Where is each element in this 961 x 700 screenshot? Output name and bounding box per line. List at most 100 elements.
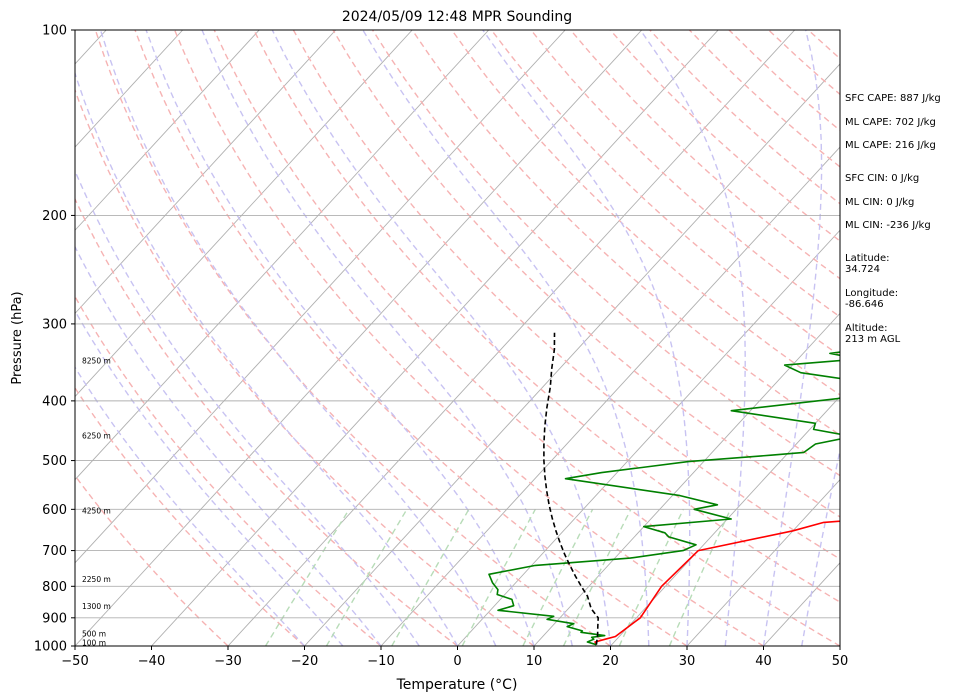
moist-adiabat-line	[639, 30, 746, 646]
y-tick-label: 100	[42, 24, 67, 39]
dry-adiabat-line	[292, 30, 840, 560]
x-tick-label: 10	[526, 654, 543, 669]
moist-adiabat-line	[75, 71, 459, 646]
mixing-ratio-line	[325, 508, 408, 646]
chart-title: 2024/05/09 12:48 MPR Sounding	[342, 9, 572, 25]
mixing-ratio-line	[264, 508, 350, 646]
parcel-path-line	[543, 332, 600, 645]
height-label: 1300 m	[82, 602, 111, 611]
longitude-label: Longitude:	[845, 288, 899, 299]
dry-adiabat-line	[94, 30, 611, 646]
isotherm-line	[75, 30, 184, 148]
moist-adiabat-line	[75, 366, 306, 646]
y-tick-label: 1000	[34, 640, 67, 655]
dry-adiabat-line	[75, 386, 305, 646]
moist-adiabat-line	[362, 30, 650, 646]
x-tick-label: 40	[755, 654, 772, 669]
y-tick-label: 700	[42, 544, 67, 559]
longitude-value: -86.646	[845, 299, 884, 310]
isotherm-line	[380, 146, 840, 646]
y-tick-label: 900	[42, 611, 67, 626]
latitude-value: 34.724	[845, 264, 880, 275]
isotherm-line	[304, 63, 840, 646]
ml-cape-text: ML CAPE: 702 J/kg	[845, 117, 936, 128]
dry-adiabat-line	[75, 474, 229, 646]
isotherm-line	[75, 30, 643, 646]
isobar-lines	[75, 30, 840, 646]
y-tick-label: 400	[42, 394, 67, 409]
latitude-label: Latitude:	[845, 253, 890, 264]
isotherm-line	[75, 30, 566, 564]
isotherm-line	[151, 30, 719, 646]
dry-adiabat-line	[75, 88, 535, 646]
isotherm-line	[75, 30, 260, 231]
sfc-cape-text: SFC CAPE: 887 J/kg	[845, 93, 941, 104]
dry-adiabat-line	[411, 30, 840, 436]
mixing-ratio-line	[522, 508, 594, 646]
moist-adiabat-line	[762, 30, 823, 646]
isotherm-line	[686, 479, 840, 646]
temperature-line	[594, 520, 840, 646]
height-label: 8250 m	[82, 356, 111, 365]
isotherm-line	[610, 395, 840, 646]
x-axis-label: Temperature (°C)	[396, 677, 518, 693]
y-tick-label: 800	[42, 580, 67, 595]
x-tick-label: −50	[61, 654, 88, 669]
isotherm-line	[533, 312, 840, 646]
height-label: 6250 m	[82, 432, 111, 441]
moist-adiabat-line	[99, 30, 497, 646]
profile-lines	[488, 332, 840, 646]
isotherm-line	[75, 30, 337, 315]
moist-adiabat-line	[482, 30, 691, 646]
ml-cin-text: ML CIN: 0 J/kg	[845, 197, 915, 208]
isotherm-line	[75, 30, 413, 398]
dry-adiabat-line	[213, 30, 840, 646]
dry-adiabat-line	[134, 30, 688, 646]
height-label: 500 m	[82, 630, 106, 639]
dry-adiabat-line	[75, 197, 458, 646]
mu-cape-text: ML CAPE: 216 J/kg	[845, 140, 936, 151]
y-axis-label: Pressure (hPa)	[10, 291, 25, 384]
x-tick-label: 30	[679, 654, 696, 669]
sfc-cin-text: SFC CIN: 0 J/kg	[845, 173, 920, 184]
x-tick-label: −10	[367, 654, 394, 669]
isotherm-line	[457, 229, 840, 646]
dry-adiabat-line	[372, 30, 840, 477]
y-tick-label: 500	[42, 454, 67, 469]
x-tick-label: 50	[832, 654, 849, 669]
x-tick-label: 20	[602, 654, 619, 669]
moist-adiabat-line	[75, 169, 420, 646]
dry-adiabat-line	[490, 30, 840, 357]
moist-adiabat-line	[75, 309, 344, 646]
altitude-value: 213 m AGL	[845, 334, 901, 345]
x-tick-label: −20	[291, 654, 318, 669]
height-label: 2250 m	[82, 575, 111, 584]
height-label: 4250 m	[82, 507, 111, 516]
background-lines	[75, 30, 840, 646]
mixing-ratio-line	[391, 508, 470, 646]
moist-adiabat-line	[145, 30, 535, 646]
y-tick-label: 600	[42, 503, 67, 518]
moist-adiabat-line	[75, 245, 382, 646]
y-tick-label: 300	[42, 317, 67, 332]
height-label: 100 m	[82, 638, 106, 647]
isotherm-line	[75, 30, 490, 481]
mixing-ratio-line	[461, 508, 536, 646]
x-tick-label: −40	[138, 654, 165, 669]
moist-adiabat-line	[801, 446, 840, 646]
mu-cin-text: ML CIN: -236 J/kg	[845, 220, 931, 231]
x-tick-label: −30	[214, 654, 241, 669]
isotherm-line	[227, 30, 796, 646]
y-tick-label: 200	[42, 209, 67, 224]
dry-adiabat-line	[451, 30, 840, 396]
dry-adiabat-line	[332, 30, 840, 518]
altitude-label: Altitude:	[845, 323, 888, 334]
moist-adiabat-line	[271, 30, 612, 646]
dewpoint-line	[488, 351, 840, 646]
dry-adiabat-line	[75, 295, 382, 646]
dry-adiabat-line	[173, 30, 764, 646]
plot-background	[75, 30, 840, 646]
x-tick-label: 0	[453, 654, 461, 669]
